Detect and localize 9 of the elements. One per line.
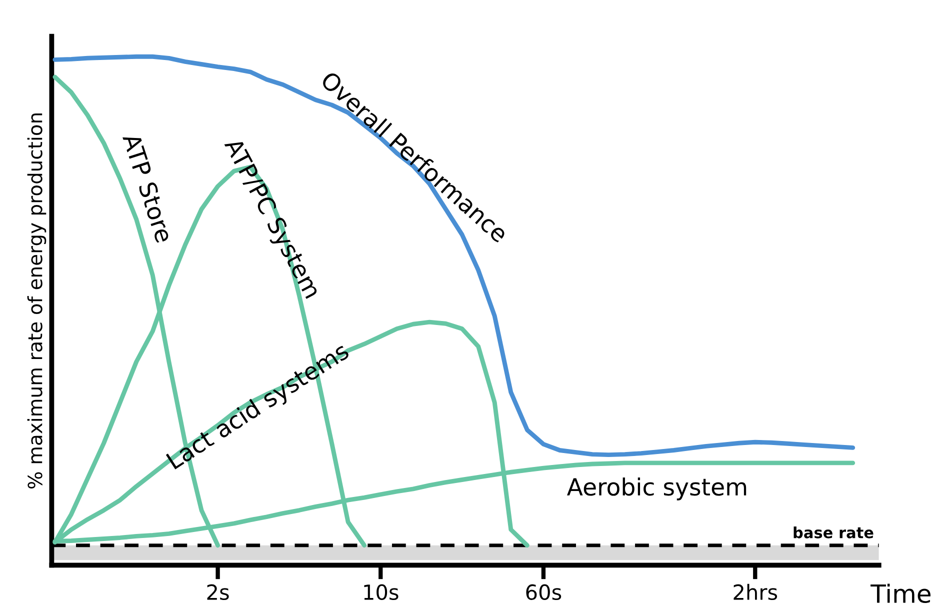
series-label: Aerobic system <box>566 477 746 500</box>
text: ATP Store <box>122 132 174 244</box>
x-tick-label: 60s <box>526 584 562 600</box>
x-tick-label: 10s <box>364 584 398 600</box>
x-tick-label: 2hrs <box>734 584 778 600</box>
y-axis-title: % maximum rate of energy production <box>27 114 46 489</box>
x-tick-label: 2s <box>207 584 229 600</box>
ref-line-label: base rate <box>794 526 874 538</box>
x-axis-title: Time <box>870 584 930 604</box>
